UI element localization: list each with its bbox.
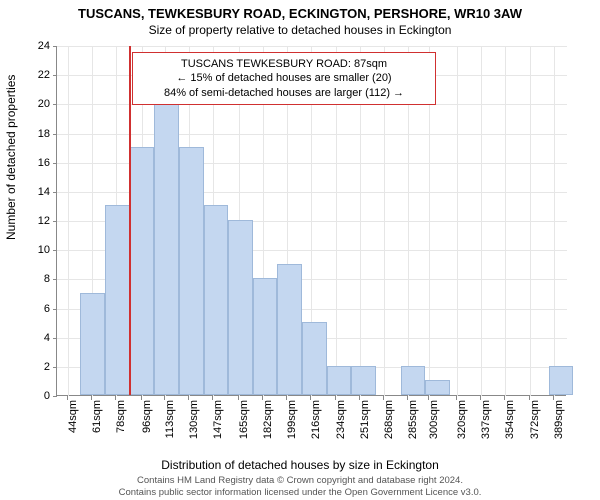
xtick-label: 251sqm bbox=[359, 400, 371, 439]
xtick-label: 96sqm bbox=[141, 400, 153, 433]
xtick-label: 389sqm bbox=[553, 400, 565, 439]
xtick-label: 113sqm bbox=[164, 400, 176, 438]
chart-subtitle: Size of property relative to detached ho… bbox=[0, 21, 600, 37]
ytick-mark bbox=[53, 396, 57, 397]
gridline-v bbox=[530, 46, 531, 396]
xtick-label: 234sqm bbox=[335, 400, 347, 439]
ytick-mark bbox=[53, 221, 57, 222]
histogram-bar bbox=[277, 264, 302, 395]
ytick-label: 0 bbox=[20, 390, 50, 402]
histogram-bar bbox=[351, 366, 376, 395]
legend-line-3: 84% of semi-detached houses are larger (… bbox=[141, 86, 427, 100]
legend-line-1: TUSCANS TEWKESBURY ROAD: 87sqm bbox=[141, 57, 427, 71]
histogram-bar bbox=[401, 366, 426, 395]
xtick-label: 372sqm bbox=[529, 400, 541, 439]
histogram-bar bbox=[154, 103, 179, 395]
xtick-label: 199sqm bbox=[286, 400, 298, 439]
xtick-label: 61sqm bbox=[91, 400, 103, 433]
ytick-label: 2 bbox=[20, 361, 50, 373]
ytick-mark bbox=[53, 367, 57, 368]
chart-area: TUSCANS TEWKESBURY ROAD: 87sqm ← 15% of … bbox=[56, 46, 566, 396]
histogram-bar bbox=[327, 366, 352, 395]
ytick-mark bbox=[53, 75, 57, 76]
x-axis-label: Distribution of detached houses by size … bbox=[0, 458, 600, 472]
ytick-mark bbox=[53, 338, 57, 339]
xtick-label: 44sqm bbox=[67, 400, 79, 433]
ytick-label: 12 bbox=[20, 215, 50, 227]
xtick-label: 354sqm bbox=[504, 400, 516, 439]
ytick-mark bbox=[53, 104, 57, 105]
histogram-bar bbox=[302, 322, 327, 395]
legend-box: TUSCANS TEWKESBURY ROAD: 87sqm ← 15% of … bbox=[132, 52, 436, 105]
xtick-label: 320sqm bbox=[456, 400, 468, 439]
ytick-mark bbox=[53, 250, 57, 251]
xtick-label: 182sqm bbox=[262, 400, 274, 439]
histogram-bar bbox=[179, 147, 204, 395]
credit-line-2: Contains public sector information licen… bbox=[0, 487, 600, 498]
xtick-label: 78sqm bbox=[115, 400, 127, 433]
xtick-label: 268sqm bbox=[383, 400, 395, 439]
ytick-label: 4 bbox=[20, 332, 50, 344]
legend-line-2: ← 15% of detached houses are smaller (20… bbox=[141, 71, 427, 85]
gridline-h bbox=[57, 46, 567, 47]
xtick-label: 285sqm bbox=[407, 400, 419, 439]
histogram-bar bbox=[253, 278, 278, 395]
histogram-bar bbox=[425, 380, 450, 395]
ytick-mark bbox=[53, 134, 57, 135]
ytick-mark bbox=[53, 309, 57, 310]
xtick-label: 337sqm bbox=[480, 400, 492, 439]
ytick-label: 22 bbox=[20, 69, 50, 81]
ytick-mark bbox=[53, 192, 57, 193]
histogram-bar bbox=[80, 293, 105, 395]
ytick-label: 6 bbox=[20, 303, 50, 315]
histogram-bar bbox=[228, 220, 253, 395]
property-marker-line bbox=[129, 46, 131, 395]
ytick-mark bbox=[53, 163, 57, 164]
ytick-label: 24 bbox=[20, 40, 50, 52]
xtick-label: 130sqm bbox=[188, 400, 200, 439]
ytick-mark bbox=[53, 279, 57, 280]
y-axis-label: Number of detached properties bbox=[4, 75, 18, 240]
gridline-v bbox=[505, 46, 506, 396]
credit-line-1: Contains HM Land Registry data © Crown c… bbox=[0, 475, 600, 486]
ytick-label: 14 bbox=[20, 186, 50, 198]
ytick-label: 8 bbox=[20, 273, 50, 285]
chart-container: TUSCANS, TEWKESBURY ROAD, ECKINGTON, PER… bbox=[0, 0, 600, 500]
ytick-mark bbox=[53, 46, 57, 47]
histogram-bar bbox=[130, 147, 155, 395]
ytick-label: 20 bbox=[20, 98, 50, 110]
histogram-bar bbox=[549, 366, 574, 395]
xtick-label: 147sqm bbox=[212, 400, 224, 439]
ytick-label: 18 bbox=[20, 128, 50, 140]
credit-text: Contains HM Land Registry data © Crown c… bbox=[0, 475, 600, 498]
ytick-label: 16 bbox=[20, 157, 50, 169]
gridline-v bbox=[554, 46, 555, 396]
gridline-v bbox=[457, 46, 458, 396]
page-title: TUSCANS, TEWKESBURY ROAD, ECKINGTON, PER… bbox=[0, 0, 600, 21]
gridline-h bbox=[57, 134, 567, 135]
xtick-label: 300sqm bbox=[428, 400, 440, 439]
xtick-label: 165sqm bbox=[238, 400, 250, 439]
ytick-label: 10 bbox=[20, 244, 50, 256]
xtick-label: 216sqm bbox=[310, 400, 322, 439]
histogram-bar bbox=[204, 205, 229, 395]
gridline-v bbox=[68, 46, 69, 396]
gridline-v bbox=[481, 46, 482, 396]
histogram-bar bbox=[105, 205, 130, 395]
